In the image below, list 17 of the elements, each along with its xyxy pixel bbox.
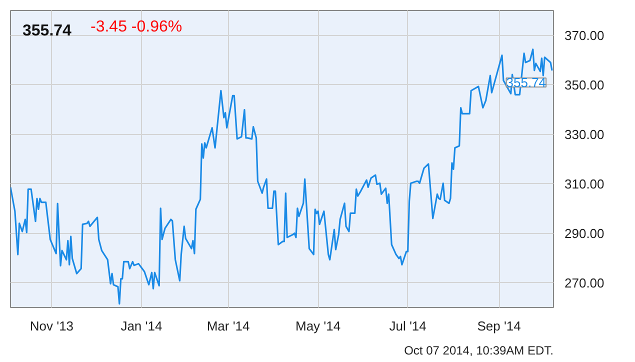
x-tick-label: Sep '14 bbox=[477, 318, 521, 334]
text: -3.45 -0.96% bbox=[90, 18, 182, 36]
line-series bbox=[10, 48, 553, 305]
x-tick-label: Mar '14 bbox=[206, 318, 250, 334]
y-tick-label: 290.00 bbox=[564, 226, 604, 241]
text: Oct 07 2014, 10:39AM EDT. bbox=[404, 344, 554, 358]
y-tick-label: 270.00 bbox=[564, 275, 604, 290]
y-tick-label: 330.00 bbox=[564, 126, 604, 142]
x-tick-label: Jul '14 bbox=[389, 318, 426, 334]
y-tick-label: 350.00 bbox=[564, 77, 604, 92]
y-tick-label: 310.00 bbox=[564, 176, 604, 192]
annotation: 355.74 bbox=[506, 75, 546, 90]
x-tick-label: May '14 bbox=[295, 318, 341, 334]
y-tick-label: 370.00 bbox=[564, 28, 604, 43]
x-tick-label: Nov '13 bbox=[30, 318, 74, 334]
x-tick-label: Jan '14 bbox=[120, 318, 162, 334]
text: 355.74 bbox=[22, 22, 72, 40]
